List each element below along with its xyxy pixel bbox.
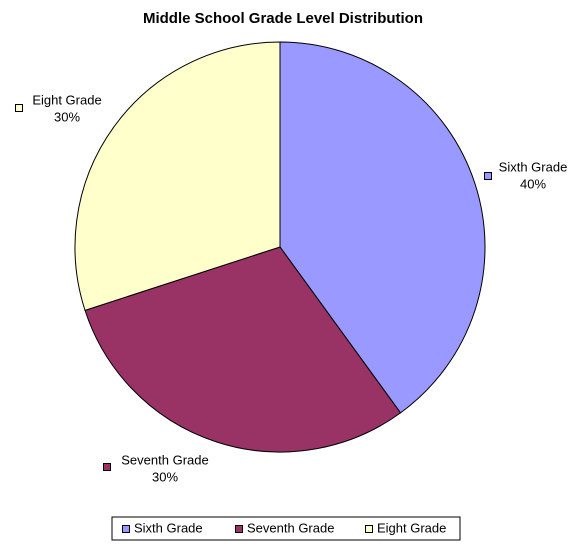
pie-slice xyxy=(279,41,486,414)
legend-label: Seventh Grade xyxy=(247,520,334,535)
data-label-value: 30% xyxy=(152,469,178,484)
legend-label: Sixth Grade xyxy=(134,520,203,535)
legend-label: Eight Grade xyxy=(377,520,446,535)
pie-slice xyxy=(74,41,281,311)
label-key xyxy=(484,172,492,180)
legend-swatch xyxy=(122,525,130,533)
pie-slice xyxy=(84,246,402,453)
legend-box xyxy=(111,516,461,541)
legend-swatch xyxy=(235,525,243,533)
data-label-name: Seventh Grade xyxy=(121,452,208,467)
data-label-name: Eight Grade xyxy=(32,92,101,107)
chart-title: Middle School Grade Level Distribution xyxy=(143,10,423,27)
data-label-value: 40% xyxy=(520,176,546,191)
label-key xyxy=(15,104,23,112)
label-key xyxy=(103,463,111,471)
data-label-value: 30% xyxy=(54,109,80,124)
data-label-name: Sixth Grade xyxy=(499,159,568,174)
legend-swatch xyxy=(365,525,373,533)
